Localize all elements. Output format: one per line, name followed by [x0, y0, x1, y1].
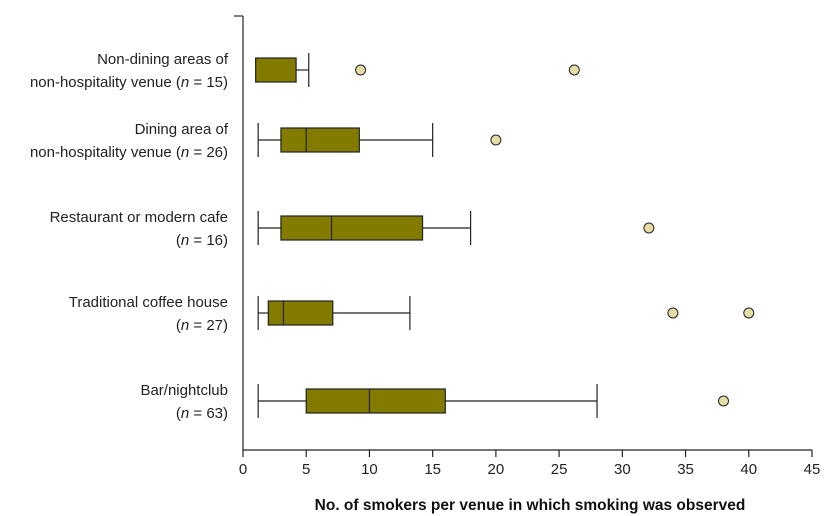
iqr-box	[267, 300, 334, 326]
outlier-point	[643, 222, 655, 234]
x-tick-label: 10	[361, 461, 378, 478]
x-axis-title: No. of smokers per venue in which smokin…	[315, 497, 746, 514]
x-tick-label: 0	[239, 461, 247, 478]
outlier-point	[355, 64, 367, 76]
box-series	[257, 384, 729, 418]
outlier-point	[667, 307, 679, 319]
category-label-line1: Dining area of	[135, 121, 229, 138]
category-label-line1: Bar/nightclub	[140, 382, 228, 399]
category-label-line1: Traditional coffee house	[69, 294, 228, 311]
category-label-line2: non-hospitality venue (n = 26)	[30, 144, 228, 161]
category-label-line2: (n = 27)	[176, 317, 228, 334]
x-axis: 0 5 10 15 20 25 30 35 40 45	[234, 15, 821, 478]
iqr-box	[255, 57, 297, 83]
x-tick-label: 20	[488, 461, 505, 478]
iqr-box	[280, 127, 360, 153]
iqr-box	[305, 388, 446, 414]
outlier-point	[717, 395, 729, 407]
box-series	[257, 123, 502, 157]
outlier-point	[568, 64, 580, 76]
x-tick-label: 25	[551, 461, 568, 478]
outlier-point	[743, 307, 755, 319]
x-tick-label: 15	[424, 461, 441, 478]
x-tick-label: 40	[740, 461, 757, 478]
x-tick-label: 5	[302, 461, 310, 478]
category-labels: Non-dining areas of non-hospitality venue…	[30, 51, 229, 422]
outlier-point	[490, 134, 502, 146]
category-label-line1: Restaurant or modern cafe	[50, 209, 228, 226]
x-tick-label: 45	[804, 461, 821, 478]
x-tick-label: 30	[614, 461, 631, 478]
box-series	[257, 211, 655, 245]
category-label-line2: (n = 63)	[176, 405, 228, 422]
box-series	[255, 53, 580, 87]
category-label-line1: Non-dining areas of	[97, 51, 229, 68]
plot-area	[255, 53, 755, 418]
category-label-line2: (n = 16)	[176, 232, 228, 249]
box-series	[257, 296, 755, 330]
category-label-line2: non-hospitality venue (n = 15)	[30, 74, 228, 91]
iqr-box	[280, 215, 424, 241]
x-tick-label: 35	[677, 461, 694, 478]
